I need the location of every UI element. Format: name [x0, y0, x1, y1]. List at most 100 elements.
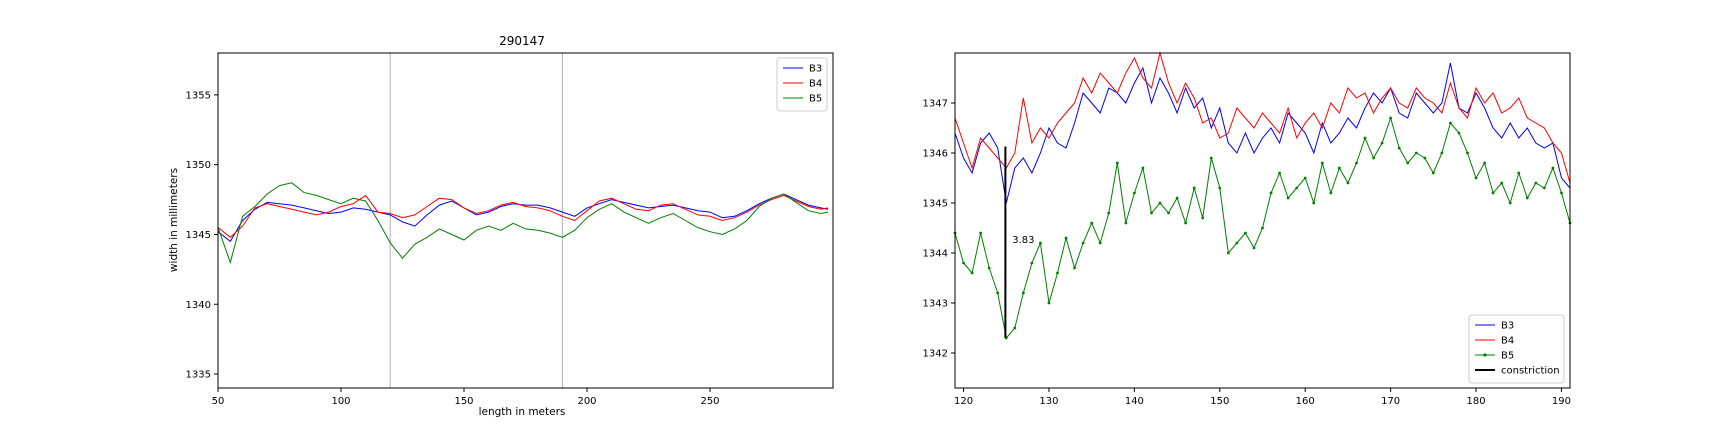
y-tick-label: 1346 [923, 149, 948, 160]
series-point-b5 [1098, 241, 1102, 245]
y-tick-label: 1347 [923, 99, 948, 110]
x-tick-label: 180 [1466, 396, 1485, 407]
series-point-b5 [979, 231, 983, 235]
series-point-b5 [1440, 151, 1444, 155]
series-point-b5 [1013, 326, 1017, 330]
series-point-b5 [1551, 166, 1555, 170]
x-tick-label: 140 [1125, 396, 1144, 407]
series-line-b4 [217, 194, 829, 238]
series-point-b5 [1363, 136, 1367, 140]
series-point-b5 [1124, 221, 1128, 225]
right-chart-y-axis: 1342 1343 1344 1345 1346 1347 [923, 99, 955, 360]
series-point-b5 [1286, 196, 1290, 200]
series-point-b5 [1226, 251, 1230, 255]
series-point-b5 [1269, 191, 1273, 195]
y-tick-label: 1344 [923, 249, 948, 260]
series-point-b5 [1209, 156, 1213, 160]
series-point-b5 [1337, 166, 1341, 170]
series-point-b5 [1158, 201, 1162, 205]
series-point-b5 [1397, 146, 1401, 150]
series-line-b3 [217, 193, 829, 243]
left-chart-y-axis: 1335 1340 1345 1350 1355 [186, 90, 218, 381]
y-tick-label: 1345 [186, 230, 211, 241]
series-point-b5 [1107, 211, 1111, 215]
x-tick-label: 250 [700, 396, 719, 407]
x-tick-label: 170 [1381, 396, 1400, 407]
y-tick-label: 1355 [186, 90, 211, 101]
right-chart: 3.83 120 130 140 150 160 170 180 190 1342134313… [923, 51, 1572, 407]
x-tick-label: 100 [331, 396, 350, 407]
series-point-b5 [1483, 161, 1486, 165]
legend-marker-b5 [1483, 353, 1487, 357]
x-tick-label: 160 [1296, 396, 1315, 407]
left-chart: 290147 length in meters width in millime… [168, 34, 834, 418]
x-tick-label: 150 [1210, 396, 1229, 407]
series-point-b5 [1414, 151, 1418, 155]
left-chart-legend: B3 B4 B5 [776, 57, 828, 112]
series-point-b5 [1252, 246, 1256, 250]
series-point-b5 [1457, 131, 1461, 135]
series-point-b5 [970, 271, 974, 275]
series-point-b5 [1021, 291, 1025, 295]
x-tick-label: 190 [1552, 396, 1571, 407]
series-point-b5 [1534, 181, 1538, 185]
series-point-b5 [1312, 201, 1316, 205]
left-chart-title: 290147 [499, 34, 545, 48]
series-line-b4 [954, 51, 1571, 184]
series-point-b5 [1372, 156, 1375, 160]
left-chart-xlabel: length in meters [479, 406, 566, 418]
series-point-b5 [1261, 226, 1264, 230]
y-tick-label: 1350 [186, 160, 211, 171]
legend-label-b4: B4 [1501, 336, 1514, 347]
series-point-b5 [1380, 141, 1384, 145]
series-point-b5 [1474, 176, 1478, 180]
series-point-b5 [1141, 166, 1145, 170]
series-point-b5 [1542, 186, 1546, 190]
series-point-b5 [1449, 121, 1452, 125]
series-point-b5 [1508, 201, 1512, 205]
series-point-b5 [1560, 191, 1563, 195]
series-point-b5 [1235, 241, 1239, 245]
y-tick-label: 1345 [923, 199, 948, 210]
series-point-b5 [1039, 241, 1042, 245]
series-point-b5 [1303, 176, 1307, 180]
series-point-b5 [1320, 161, 1324, 165]
legend-label-b4: B4 [809, 79, 822, 90]
series-point-b5 [1184, 221, 1188, 225]
y-tick-label: 1335 [186, 370, 211, 381]
series-point-b5 [1355, 161, 1358, 165]
right-chart-frame [954, 52, 1571, 389]
series-point-b5 [1278, 171, 1281, 175]
series-point-b5 [1167, 211, 1170, 215]
right-chart-annotation: 3.83 [1012, 235, 1034, 246]
y-tick-label: 1343 [923, 299, 948, 310]
legend-label-b3: B3 [809, 64, 822, 75]
series-point-b5 [1064, 236, 1068, 240]
series-point-b5 [1175, 196, 1179, 200]
series-point-b5 [1132, 191, 1136, 195]
legend-label-b5: B5 [1501, 351, 1514, 362]
series-point-b5 [1244, 231, 1247, 235]
series-point-b5 [1115, 161, 1119, 165]
left-chart-series [217, 182, 829, 265]
left-chart-ylabel: width in millimeters [168, 168, 180, 272]
left-chart-frame [217, 52, 834, 389]
series-point-b5 [1047, 301, 1051, 305]
series-point-b5 [1423, 156, 1427, 160]
x-tick-label: 120 [954, 396, 973, 407]
x-tick-label: 200 [577, 396, 596, 407]
x-tick-label: 50 [212, 396, 225, 407]
series-point-b5 [1346, 181, 1350, 185]
series-point-b5 [1150, 211, 1153, 215]
left-chart-x-axis: 50 100 150 200 250 [212, 388, 720, 407]
series-point-b5 [1491, 191, 1495, 195]
x-tick-label: 150 [454, 396, 473, 407]
series-point-b5 [1073, 266, 1076, 270]
right-chart-legend: B3 B4 B5 constriction [1468, 314, 1565, 384]
series-point-b5 [1329, 191, 1333, 195]
left-chart-vertical-lines [389, 53, 563, 388]
y-tick-label: 1340 [186, 300, 211, 311]
legend-label-constriction: constriction [1501, 366, 1560, 377]
